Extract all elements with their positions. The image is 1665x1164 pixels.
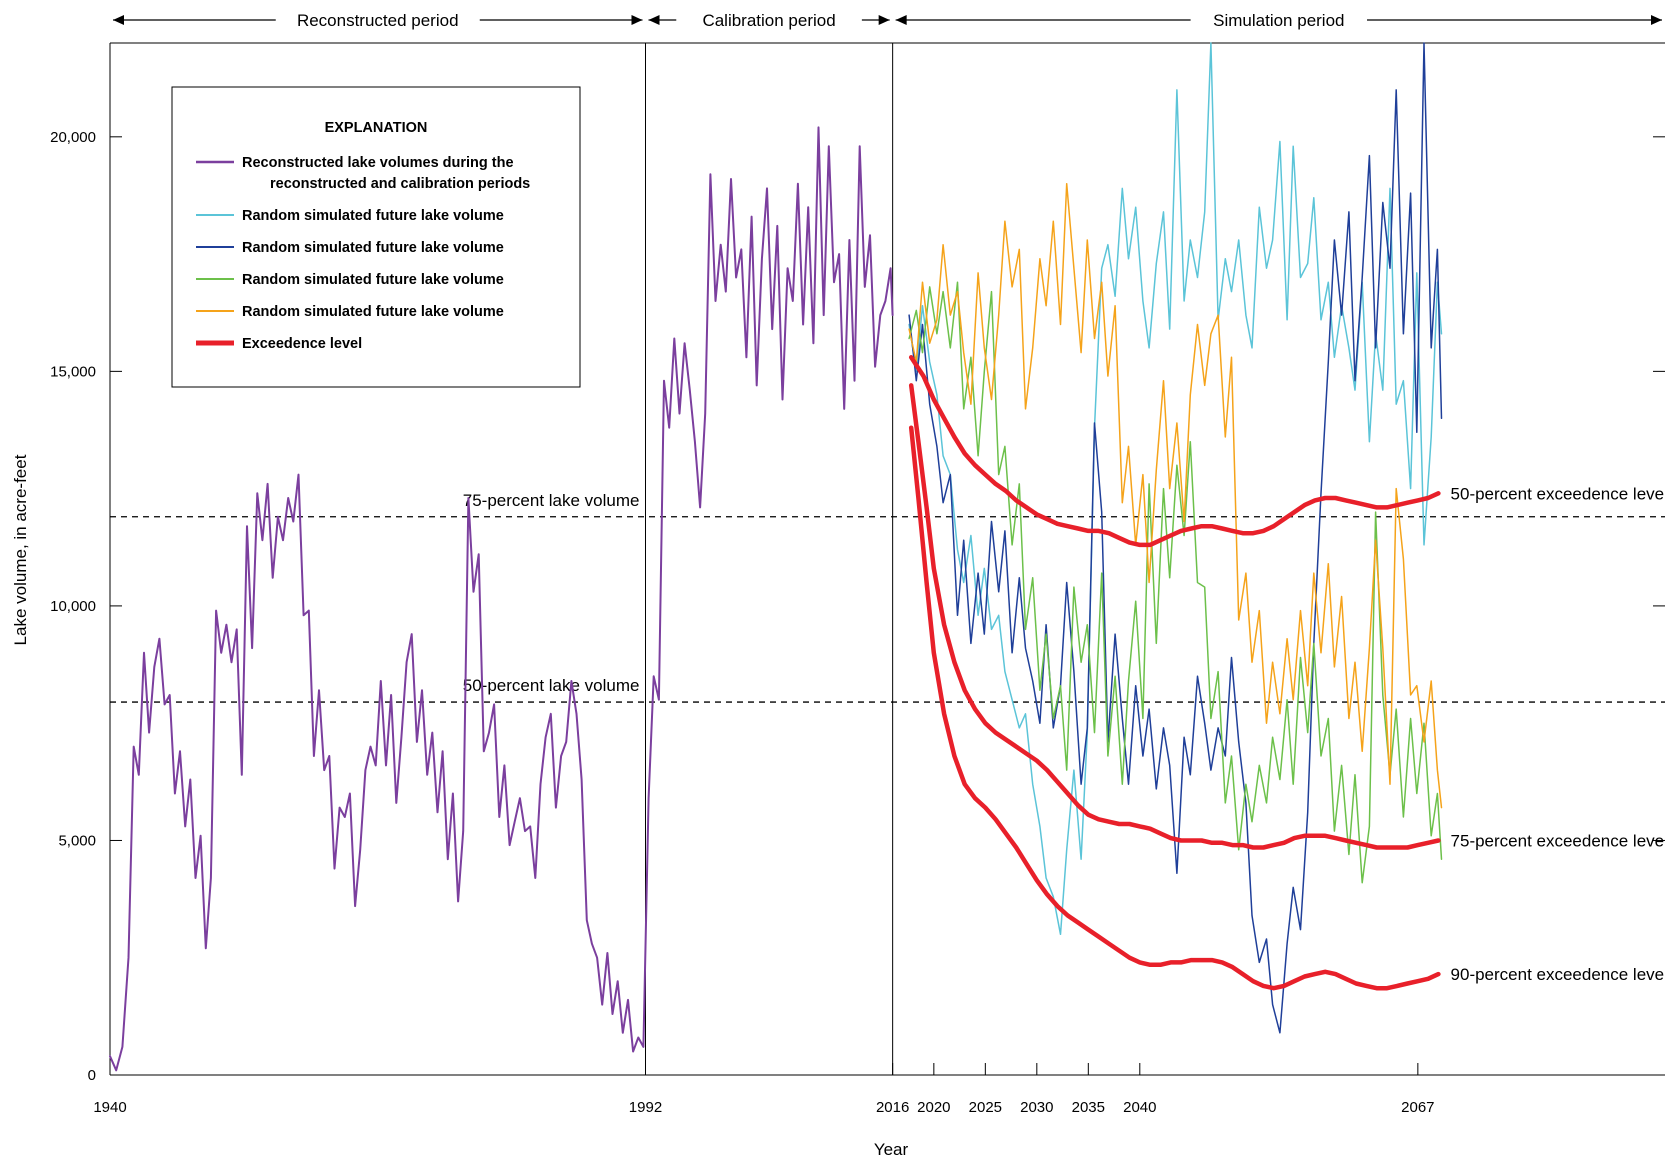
legend-entry-label: Exceedence level <box>242 336 362 352</box>
series-line-3 <box>908 42 1443 1034</box>
reference-line-label: 50-percent lake volume <box>463 676 640 695</box>
y-axis-label: Lake volume, in acre-feet <box>11 454 30 645</box>
legend-title: EXPLANATION <box>325 120 428 136</box>
period-arrowhead-right <box>878 15 890 25</box>
period-annotations: Reconstructed period Calibration period Si… <box>113 11 1662 1075</box>
y-tick-label: 20,000 <box>50 129 96 146</box>
series-lines <box>109 42 1443 1072</box>
y-tick-label: 5,000 <box>58 832 96 849</box>
legend-entry-label: Random simulated future lake volume <box>242 272 504 288</box>
x-tick-label: 2067 <box>1401 1099 1434 1116</box>
x-tick-label: 2020 <box>917 1099 950 1116</box>
series-line-4 <box>908 281 1443 884</box>
plot-frame <box>109 42 1665 1076</box>
reference-line-label: 75-percent lake volume <box>463 491 640 510</box>
y-tick-label: 0 <box>88 1067 96 1084</box>
legend-entry-label: reconstructed and calibration periods <box>270 176 530 192</box>
period-arrowhead-right <box>631 15 643 25</box>
period-arrowhead-left <box>895 15 907 25</box>
reference-lines: 75-percent lake volume 50-percent lake vo… <box>110 491 1665 703</box>
exceedence-label: 90-percent exceedence level <box>1451 965 1665 984</box>
period-arrowhead-left <box>648 15 660 25</box>
legend-entry-label: Reconstructed lake volumes during the <box>242 155 514 171</box>
series-line-1 <box>109 126 894 1072</box>
series-line-8 <box>908 425 1441 991</box>
series-line-7 <box>908 383 1441 850</box>
period-label: Simulation period <box>1213 11 1344 30</box>
x-tick-label: 1940 <box>93 1099 126 1116</box>
period-label: Reconstructed period <box>297 11 459 30</box>
exceedence-label: 50-percent exceedence level <box>1451 484 1665 503</box>
axes: 0 5,000 10,000 15,000 20,000 1940 1992 2016 2020… <box>50 129 1665 1116</box>
legend-entry-label: Random simulated future lake volume <box>242 208 504 224</box>
legend: EXPLANATION Reconstructed lake volumes du… <box>171 86 581 388</box>
exceedence-labels: 50-percent exceedence level 75-percent ex… <box>1451 484 1665 984</box>
x-tick-label: 2016 <box>876 1099 909 1116</box>
x-tick-label: 2040 <box>1123 1099 1156 1116</box>
legend-box <box>171 86 581 388</box>
x-tick-label: 2030 <box>1020 1099 1053 1116</box>
period-label: Calibration period <box>702 11 835 30</box>
series-line-6 <box>908 355 1441 548</box>
exceedence-label: 75-percent exceedence level <box>1451 831 1665 850</box>
x-axis-label: Year <box>874 1140 909 1159</box>
x-tick-label: 2025 <box>969 1099 1002 1116</box>
legend-entry-label: Random simulated future lake volume <box>242 304 504 320</box>
series-line-5 <box>908 182 1443 809</box>
period-arrowhead-right <box>1651 15 1662 25</box>
y-tick-label: 10,000 <box>50 598 96 615</box>
legend-entry-label: Random simulated future lake volume <box>242 240 504 256</box>
series-line-2 <box>908 42 1443 936</box>
y-tick-label: 15,000 <box>50 363 96 380</box>
x-tick-label: 2035 <box>1072 1099 1105 1116</box>
x-tick-label: 1992 <box>629 1099 662 1116</box>
period-arrowhead-left <box>113 15 124 25</box>
